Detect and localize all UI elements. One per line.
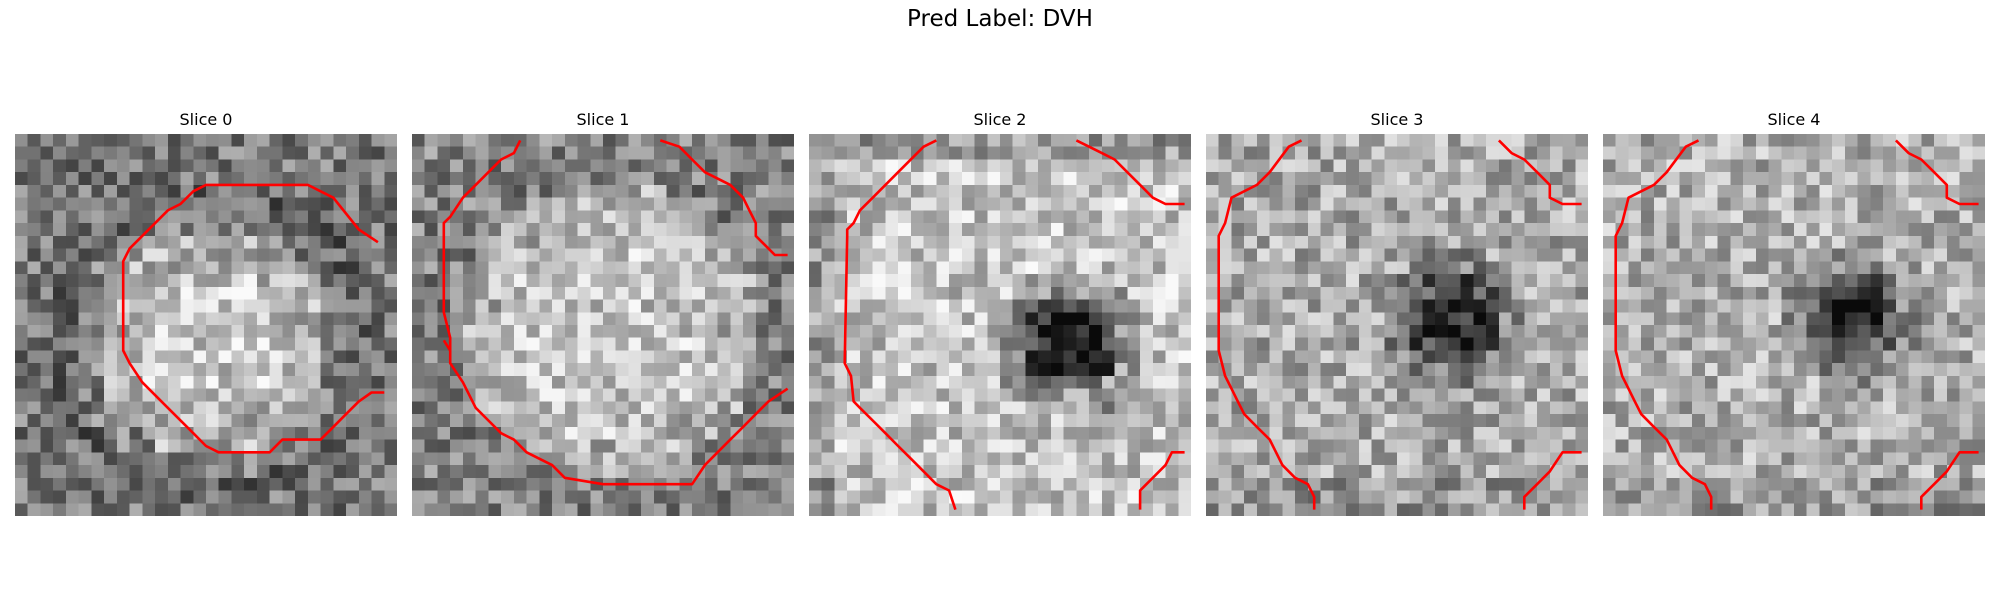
- slice-panel-3: Slice 3: [1206, 108, 1588, 516]
- contour-line: [1894, 139, 1979, 206]
- slice-image-2: [809, 134, 1191, 516]
- slice-panel-4: Slice 4: [1603, 108, 1985, 516]
- contour-line: [121, 183, 385, 454]
- contour-line: [1075, 139, 1185, 206]
- slice-title: Slice 1: [576, 110, 630, 129]
- slice-panel-1: Slice 1: [412, 108, 794, 516]
- slice-title: Slice 0: [179, 110, 233, 129]
- contour-line: [1217, 139, 1316, 510]
- slice-image-3: [1206, 134, 1588, 516]
- slice-image-1: [412, 134, 794, 516]
- contour-line: [843, 139, 957, 511]
- slice-panel-2: Slice 2: [809, 108, 1191, 516]
- contour-line: [442, 139, 789, 486]
- slice-title: Slice 4: [1767, 110, 1821, 129]
- contour-line: [442, 339, 452, 352]
- contour-line: [659, 139, 788, 257]
- slice-title: Slice 2: [973, 110, 1027, 129]
- figure-title: Pred Label: DVH: [907, 6, 1093, 32]
- contour-line: [1497, 139, 1582, 206]
- contour-line: [1614, 139, 1713, 510]
- slice-image-4: [1603, 134, 1985, 516]
- slice-image-0: [15, 134, 397, 516]
- contour-line: [1138, 450, 1185, 510]
- contour-line: [1522, 450, 1582, 510]
- slice-panel-0: Slice 0: [15, 108, 397, 516]
- contour-line: [1919, 450, 1979, 510]
- slice-title: Slice 3: [1370, 110, 1424, 129]
